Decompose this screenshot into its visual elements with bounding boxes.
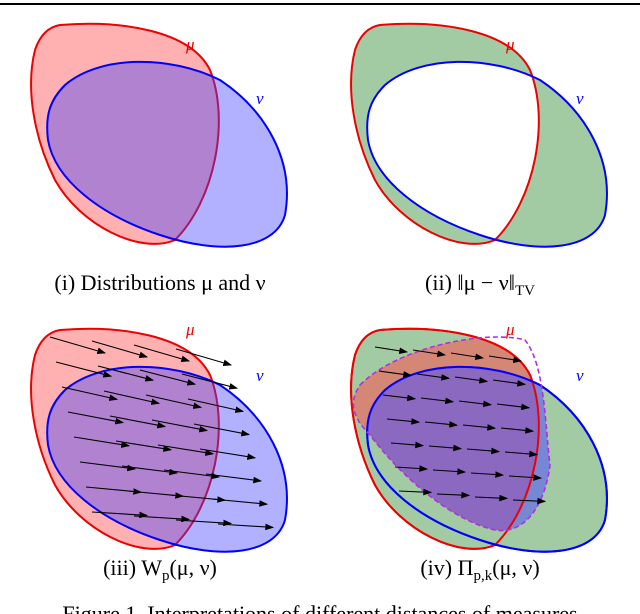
caption-text: (iv) Π bbox=[420, 555, 473, 580]
caption-text: (ii) ‖μ − ν‖ bbox=[425, 270, 515, 295]
transport-arrow bbox=[466, 447, 501, 455]
transport-arrow bbox=[67, 411, 125, 425]
panel-caption: (i) Distributions μ and ν bbox=[54, 270, 265, 295]
panel-caption: (iii) Wp(μ, ν) bbox=[103, 555, 217, 584]
panel-tv: μ ν (ii) ‖μ − ν‖TV bbox=[350, 22, 608, 299]
transport-arrow bbox=[424, 421, 459, 428]
transport-arrow bbox=[91, 511, 149, 519]
caption-rest: (μ, ν) bbox=[492, 555, 539, 580]
transport-arrow bbox=[205, 473, 263, 484]
transport-arrow bbox=[133, 344, 191, 363]
transport-arrow bbox=[73, 436, 131, 448]
mu-label: μ bbox=[185, 320, 195, 339]
transport-arrow bbox=[199, 448, 257, 460]
transport-arrow bbox=[458, 400, 493, 408]
transport-arrow bbox=[49, 336, 107, 355]
caption-sub: p,k bbox=[474, 568, 493, 584]
transport-arrow bbox=[512, 497, 547, 505]
transport-arrow bbox=[378, 370, 413, 378]
transport-arrow bbox=[91, 340, 149, 359]
transport-arrow bbox=[97, 365, 155, 382]
transport-arrow bbox=[139, 369, 197, 386]
panel-caption: (iv) Πp,k(μ, ν) bbox=[420, 555, 539, 584]
transport-arrow bbox=[386, 418, 421, 425]
transport-arrow bbox=[462, 424, 497, 431]
transport-arrow bbox=[488, 355, 523, 364]
transport-arrow bbox=[145, 394, 203, 409]
transport-arrow bbox=[382, 394, 417, 402]
transport-arrow bbox=[115, 440, 173, 452]
transport-arrow bbox=[416, 373, 451, 381]
transport-arrow bbox=[450, 352, 485, 361]
caption-sub: p bbox=[162, 568, 170, 584]
transport-arrow bbox=[394, 465, 429, 472]
nu-label: ν bbox=[576, 89, 584, 108]
transport-arrow bbox=[103, 390, 161, 405]
transport-arrow bbox=[454, 376, 489, 384]
panel-distributions: μ ν (i) Distributions μ and ν bbox=[30, 22, 288, 295]
transport-arrow bbox=[163, 469, 221, 480]
caption-text: (iii) W bbox=[103, 555, 162, 580]
transport-arrow bbox=[187, 398, 245, 413]
transport-arrow bbox=[217, 523, 275, 531]
panel-wasserstein: μ ν (iii) Wp(μ, ν) bbox=[30, 320, 288, 584]
transport-arrow bbox=[61, 386, 119, 401]
mu-label: μ bbox=[505, 320, 515, 339]
transport-arrow bbox=[432, 468, 467, 475]
transport-arrow bbox=[133, 515, 191, 523]
transport-arrow bbox=[79, 461, 137, 472]
transport-arrow bbox=[109, 415, 167, 429]
transport-arrow bbox=[175, 348, 233, 367]
transport-arrow bbox=[500, 427, 535, 434]
transport-arrow bbox=[157, 444, 215, 456]
transport-arrow bbox=[474, 494, 509, 502]
transport-arrow bbox=[181, 373, 239, 390]
caption-rest: (μ, ν) bbox=[169, 555, 216, 580]
transport-arrow bbox=[55, 361, 113, 378]
nu-shape bbox=[46, 60, 288, 248]
panel-caption: (ii) ‖μ − ν‖TV bbox=[425, 270, 535, 299]
transport-arrow bbox=[504, 450, 539, 458]
transport-arrow bbox=[496, 403, 531, 411]
nu-label: ν bbox=[256, 89, 264, 108]
mu-label: μ bbox=[185, 35, 195, 54]
transport-arrow bbox=[492, 379, 527, 387]
transport-arrow bbox=[420, 397, 455, 405]
transport-arrow bbox=[121, 465, 179, 476]
transport-arrow bbox=[398, 488, 433, 496]
transport-arrow bbox=[175, 519, 233, 527]
figure-caption: Figure 1. Interpretations of different d… bbox=[62, 601, 577, 614]
transport-arrow bbox=[151, 419, 209, 433]
transport-arrow bbox=[436, 491, 471, 499]
transport-arrow bbox=[211, 498, 269, 507]
transport-arrow bbox=[390, 441, 425, 449]
transport-arrow bbox=[428, 444, 463, 452]
caption-sub: TV bbox=[515, 283, 535, 299]
transport-arrow bbox=[193, 423, 251, 437]
nu-label: ν bbox=[576, 366, 584, 385]
nu-label: ν bbox=[256, 366, 264, 385]
transport-arrow bbox=[470, 471, 505, 478]
panel-partial: μ ν (iv) Πp,k(μ, ν) bbox=[350, 320, 608, 584]
transport-arrow bbox=[374, 346, 409, 355]
mu-label: μ bbox=[505, 35, 515, 54]
nu-shape bbox=[46, 365, 288, 553]
transport-arrow bbox=[412, 349, 447, 358]
transport-arrow bbox=[508, 474, 543, 481]
